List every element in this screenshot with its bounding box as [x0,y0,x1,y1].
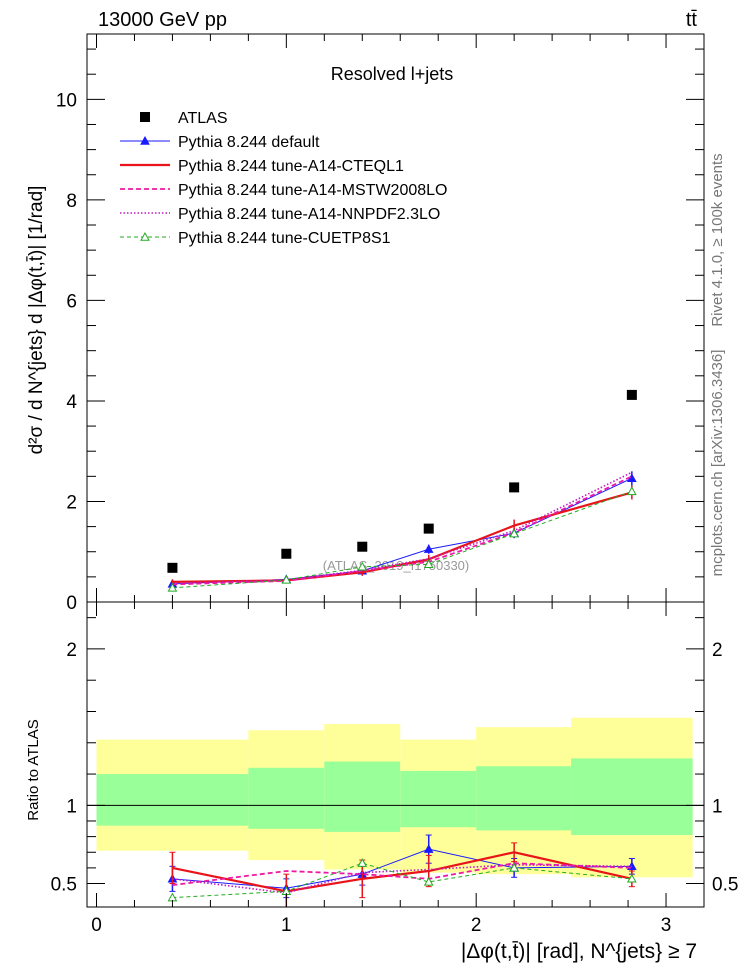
legend-marker-atlas [140,112,150,122]
pythia-8-244-tune-cuetp8s1-line [172,490,633,589]
legend-item: ATLAS [140,110,228,127]
legend-marker-triangle [140,135,150,145]
legend-label: Pythia 8.244 tune-CUETP8S1 [178,230,391,247]
ratio-ytick-label-right: 1 [712,796,723,817]
atlas-data-point [167,562,178,573]
pythia-8-244-tune-a14-nnpdf2-3lo-line [172,471,633,585]
ratio-ytick-label: 1 [66,796,77,817]
x-tick-label: 0 [91,915,102,936]
pythia-8-244-tune-cuetp8s1-ratio-marker [627,873,637,883]
legend-item: Pythia 8.244 tune-A14-NNPDF2.3LO [120,206,440,223]
x-axis-label: |Δφ(t,t̄)| [rad], N^{jets} ≥ 7 [461,940,697,963]
main-ytick-label: 2 [66,492,77,513]
pythia-8-244-tune-a14-mstw2008lo-line [172,475,633,586]
pythia-8-244-tune-cuetp8s1-ratio-marker [357,858,368,867]
pythia-8-244-tune-cuetp8s1-marker [423,559,434,569]
pythia-8-244-tune-cuetp8s1-marker [167,582,178,592]
legend-label: Pythia 8.244 tune-A14-MSTW2008LO [178,182,447,199]
main-ytick-label: 10 [56,90,77,111]
panel-title: Resolved l+jets [331,64,454,84]
pythia-8-244-tune-cuetp8s1-ratio-marker [423,876,434,886]
pythia-8-244-tune-a14-nnpdf2-3lo-ratio-line [172,863,632,894]
pythia-8-244-tune-cuetp8s1-marker [357,561,368,571]
legend-label: Pythia 8.244 tune-A14-NNPDF2.3LO [178,206,440,223]
legend-marker-open-triangle [140,231,150,241]
pythia-8-244-tune-cuetp8s1-marker [627,486,637,496]
x-tick-label: 1 [281,915,292,936]
ratio-ytick-label: 0.5 [51,875,77,896]
uncertainty-band-green [248,767,325,829]
pythia-8-244-tune-cuetp8s1-marker [509,528,520,538]
uncertainty-band-green [96,774,249,826]
x-tick-label: 2 [471,915,482,936]
atlas-data-point [357,541,368,552]
legend-item: Pythia 8.244 tune-A14-MSTW2008LO [120,182,447,199]
atlas-data-point [626,389,637,400]
legend-label: Pythia 8.244 tune-A14-CTEQL1 [178,158,404,175]
ratio-ytick-label-right: 0.5 [712,875,738,896]
uncertainty-band-green [400,770,477,828]
uncertainty-band-green [476,766,572,831]
main-ytick-label: 4 [66,392,77,413]
pythia-8-244-tune-a14-mstw2008lo-ratio-line [172,862,632,886]
process-label: tt̄ [686,9,698,31]
atlas-data-point [509,482,520,493]
uncertainty-band-green [571,758,693,836]
main-ytick-label: 8 [66,191,77,212]
pythia-8-244-tune-cuetp8s1-ratio-marker [509,862,520,872]
atlas-data-point [281,548,292,559]
legend-item: Pythia 8.244 tune-CUETP8S1 [120,230,391,247]
pythia-8-244-default-ratio-marker [423,844,434,853]
ratio-ylabel: Ratio to ATLAS [25,719,42,820]
energy-label: 13000 GeV pp [98,9,227,31]
ratio-ytick-label: 2 [66,640,77,661]
rivet-label: Rivet 4.1.0, ≥ 100k events [709,153,726,326]
legend-label: ATLAS [178,110,228,127]
legend-label: Pythia 8.244 default [178,134,320,151]
ratio-frame [86,601,705,908]
main-ytick-label: 0 [66,593,77,614]
ratio-ytick-label-right: 2 [712,640,723,661]
pythia-8-244-tune-cuetp8s1-marker [281,574,292,584]
pythia-8-244-tune-a14-cteql1-ratio-line [172,851,633,893]
legend-item: Pythia 8.244 default [120,134,320,151]
legend: ATLAS Pythia 8.244 default Pythia 8.244 tu… [120,110,447,247]
main-ylabel: d²σ / d N^{jets} d |Δφ(t,t̄)| [1/rad] [26,186,47,455]
main-plot-area: Resolved l+jets (ATLAS_2019_I1750330) AT… [56,33,705,614]
pythia-8-244-default-marker [423,544,434,553]
atlas-data-point [423,523,434,534]
x-tick-label: 3 [661,915,672,936]
mcplots-label: mcplots.cern.ch [arXiv:1306.3436] [709,350,726,577]
main-ytick-label: 6 [66,291,77,312]
legend-item: Pythia 8.244 tune-A14-CTEQL1 [120,158,404,175]
uncertainty-band-green [324,761,401,832]
ratio-plot-area: 0.5 0.5 1 1 2 2 0 1 2 3 [51,601,738,936]
